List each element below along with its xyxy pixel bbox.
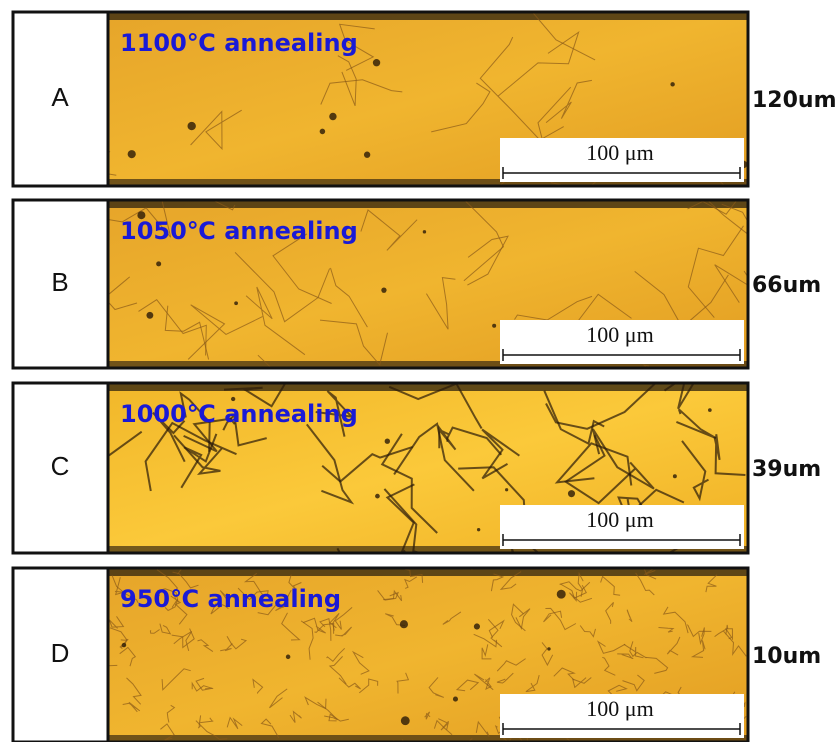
inclusion — [364, 152, 370, 158]
inclusion — [547, 647, 550, 650]
inclusion — [373, 59, 380, 66]
inclusion — [286, 655, 291, 660]
inclusion — [401, 716, 410, 725]
scale-bar-text: 100 μm — [586, 322, 653, 347]
inclusion — [156, 261, 161, 266]
panel-label: B — [51, 267, 68, 297]
grain-size: 10um — [752, 644, 821, 669]
panel-label: A — [51, 82, 69, 112]
scale-bar-text: 100 μm — [586, 507, 653, 532]
annealing-label: 1050℃ annealing — [120, 217, 358, 245]
inclusion — [400, 620, 408, 628]
inclusion — [375, 494, 380, 499]
micrograph: 950℃ annealing 100 μm — [89, 557, 748, 742]
inclusion — [320, 129, 326, 135]
figure: A 1100℃ annealing 100 μm 120um B 1050℃ anneal… — [0, 0, 840, 742]
scale-bar-text: 100 μm — [586, 696, 653, 721]
inclusion — [492, 324, 496, 328]
panel: D 950℃ annealing 100 μm 10um — [13, 557, 821, 742]
inclusion — [188, 122, 196, 130]
inclusion — [329, 113, 336, 120]
inclusion — [477, 528, 480, 531]
annealing-label: 1000℃ annealing — [120, 400, 358, 428]
inclusion — [708, 408, 712, 412]
inclusion — [122, 643, 126, 647]
inclusion — [673, 474, 677, 478]
inclusion — [234, 301, 238, 305]
inclusion — [381, 288, 386, 293]
grain-size: 66um — [752, 273, 821, 298]
inclusion — [423, 230, 426, 233]
inclusion — [385, 439, 390, 444]
grain-size: 39um — [752, 457, 821, 482]
inclusion — [146, 312, 153, 319]
inclusion — [453, 697, 458, 702]
scale-bar-text: 100 μm — [586, 140, 653, 165]
inclusion — [557, 590, 566, 599]
inclusion — [505, 488, 508, 491]
inclusion — [670, 82, 674, 86]
inclusion — [568, 490, 575, 497]
grain-size: 120um — [752, 88, 837, 113]
annealing-label: 1100℃ annealing — [120, 29, 358, 57]
inclusion — [128, 150, 136, 158]
annealing-label: 950℃ annealing — [120, 585, 341, 613]
inclusion — [474, 623, 480, 629]
panel-label: D — [51, 638, 70, 668]
panel-label: C — [51, 451, 70, 481]
